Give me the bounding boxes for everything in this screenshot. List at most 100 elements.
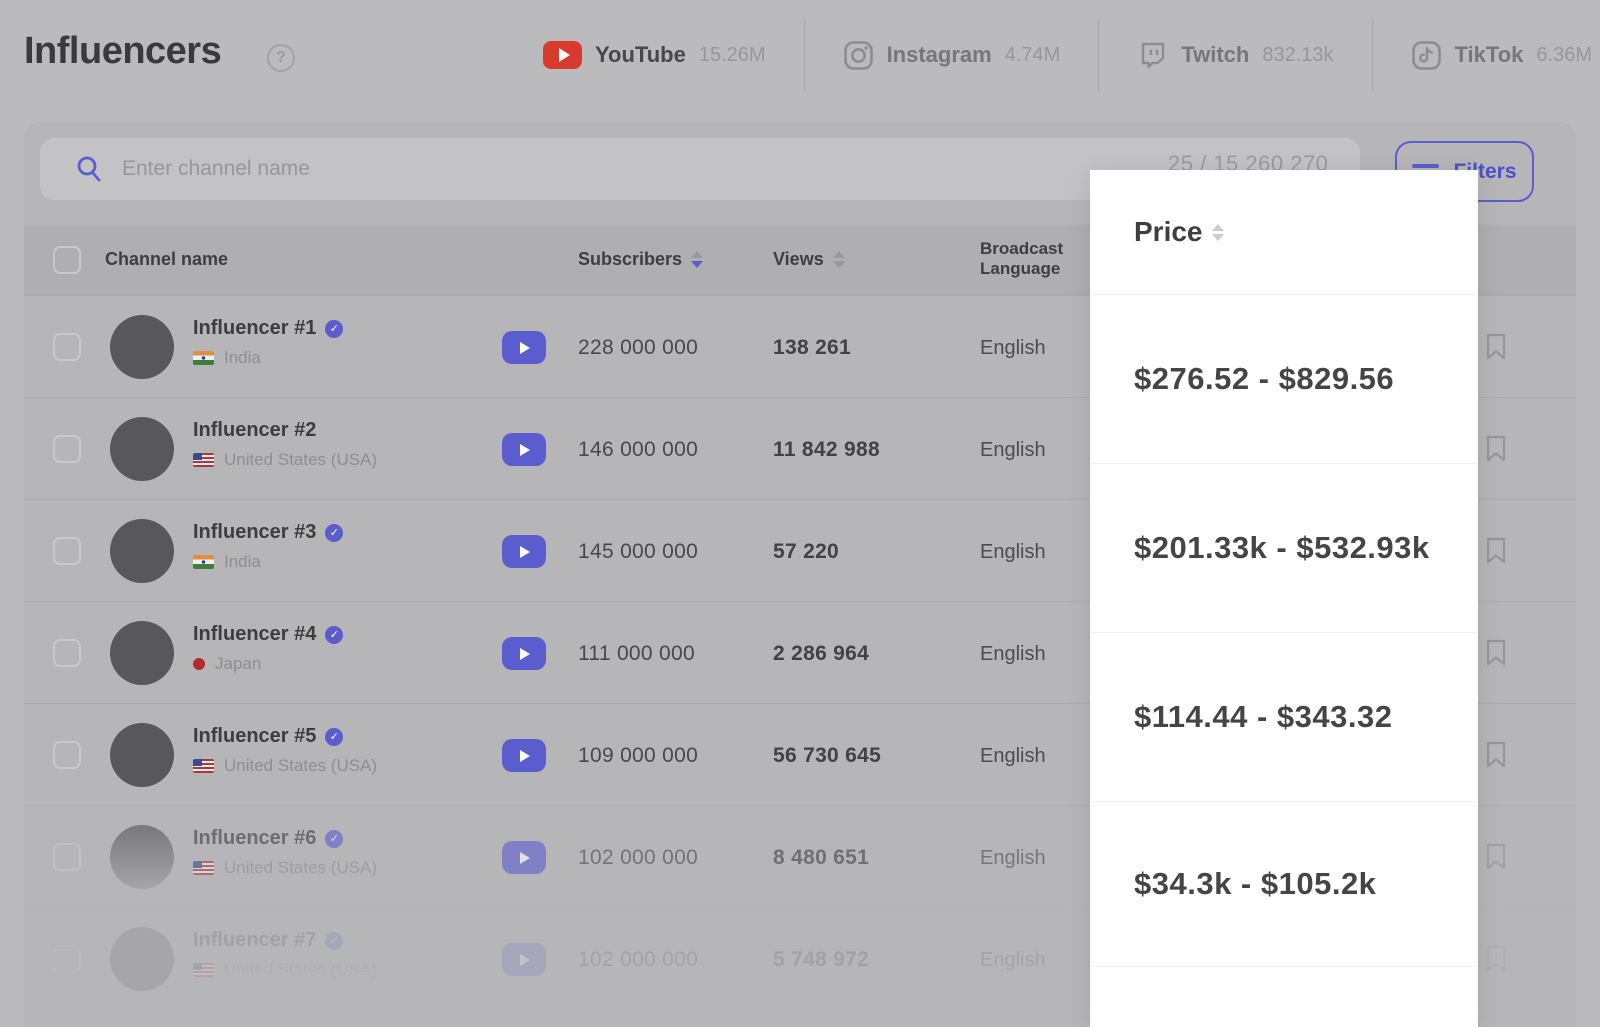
country-flag-icon bbox=[193, 453, 214, 467]
language-value: English bbox=[980, 643, 1046, 665]
language-value: English bbox=[980, 337, 1046, 359]
country-label: United States (USA) bbox=[224, 858, 378, 877]
tab-count: 15.26M bbox=[698, 43, 766, 66]
row-checkbox[interactable] bbox=[53, 435, 81, 463]
channel-name-block: Influencer #3 ✓ India bbox=[193, 521, 344, 572]
bookmark-icon[interactable] bbox=[1484, 944, 1508, 974]
bookmark-icon[interactable] bbox=[1484, 434, 1508, 464]
tiktok-icon bbox=[1411, 40, 1441, 70]
country-flag-icon bbox=[193, 963, 214, 977]
tab-count: 6.36M bbox=[1536, 43, 1592, 66]
bookmark-icon[interactable] bbox=[1484, 842, 1508, 872]
youtube-play-button[interactable] bbox=[502, 433, 546, 466]
table-row[interactable]: Influencer #6 ✓ United States (USA) 102 … bbox=[24, 805, 1576, 907]
channel-name: Influencer #3 bbox=[193, 521, 317, 543]
verified-badge-icon: ✓ bbox=[325, 829, 344, 848]
verified-badge-icon: ✓ bbox=[325, 319, 344, 338]
bookmark-icon[interactable] bbox=[1484, 536, 1508, 566]
table-row[interactable]: Influencer #4 ✓ Japan 111 000 000 2 286 … bbox=[24, 601, 1576, 703]
country-flag-icon bbox=[193, 861, 214, 875]
country-label: India bbox=[224, 552, 261, 571]
avatar bbox=[110, 621, 174, 685]
views-value: 138 261 bbox=[773, 336, 852, 359]
youtube-icon bbox=[543, 41, 582, 69]
tab-label: Instagram bbox=[886, 42, 992, 67]
help-icon[interactable]: ? bbox=[267, 44, 295, 72]
avatar bbox=[110, 519, 174, 583]
tab-label: TikTok bbox=[1454, 42, 1524, 67]
views-value: 57 220 bbox=[773, 540, 840, 563]
table-row[interactable]: Influencer #7 ✓ United States (USA) 102 … bbox=[24, 907, 1576, 1009]
country-flag-icon bbox=[193, 759, 214, 773]
views-value: 56 730 645 bbox=[773, 744, 882, 767]
channel-name: Influencer #5 bbox=[193, 725, 317, 747]
channel-name: Influencer #6 bbox=[193, 827, 317, 849]
search-icon bbox=[77, 156, 101, 182]
channel-name-block: Influencer #7 ✓ United States (USA) bbox=[193, 929, 377, 980]
instagram-icon bbox=[843, 40, 873, 70]
row-checkbox[interactable] bbox=[53, 945, 81, 973]
country-label: United States (USA) bbox=[224, 960, 378, 979]
tab-youtube[interactable]: YouTube 15.26M bbox=[505, 18, 804, 92]
language-value: English bbox=[980, 745, 1046, 767]
avatar bbox=[110, 315, 174, 379]
verified-badge-icon: ✓ bbox=[325, 523, 344, 542]
youtube-play-button[interactable] bbox=[502, 739, 546, 772]
column-broadcast-language: Broadcast Language bbox=[980, 239, 1064, 278]
youtube-play-button[interactable] bbox=[502, 637, 546, 670]
twitch-icon bbox=[1142, 42, 1165, 68]
price-header: Price bbox=[1090, 170, 1478, 295]
price-value: $34.3k - $105.2k bbox=[1090, 802, 1478, 967]
row-checkbox[interactable] bbox=[53, 639, 81, 667]
verified-badge-icon: ✓ bbox=[325, 727, 344, 746]
row-checkbox[interactable] bbox=[53, 537, 81, 565]
channel-name: Influencer #2 bbox=[193, 419, 317, 441]
avatar bbox=[110, 417, 174, 481]
channel-name: Influencer #7 bbox=[193, 929, 317, 951]
column-subscribers: Subscribers bbox=[578, 249, 704, 270]
bookmark-icon[interactable] bbox=[1484, 740, 1508, 770]
table-row[interactable]: Influencer #2 ✓ United States (USA) 146 … bbox=[24, 397, 1576, 499]
sort-subscribers-icon[interactable] bbox=[691, 251, 704, 268]
tab-count: 832.13k bbox=[1262, 43, 1334, 66]
table-row[interactable]: Influencer #3 ✓ India 145 000 000 57 220… bbox=[24, 499, 1576, 601]
country-flag-icon bbox=[193, 658, 205, 670]
avatar bbox=[110, 825, 174, 889]
row-checkbox[interactable] bbox=[53, 843, 81, 871]
views-value: 2 286 964 bbox=[773, 642, 870, 665]
views-value: 5 748 972 bbox=[773, 948, 870, 971]
row-checkbox[interactable] bbox=[53, 333, 81, 361]
language-value: English bbox=[980, 949, 1046, 971]
country-label: Japan bbox=[215, 654, 262, 673]
price-header-label: Price bbox=[1134, 216, 1203, 247]
tab-tiktok[interactable]: TikTok 6.36M bbox=[1371, 18, 1600, 92]
subscribers-value: 146 000 000 bbox=[578, 438, 699, 461]
bookmark-icon[interactable] bbox=[1484, 638, 1508, 668]
subscribers-value: 109 000 000 bbox=[578, 744, 699, 767]
table-row[interactable]: Influencer #5 ✓ United States (USA) 109 … bbox=[24, 703, 1576, 805]
language-value: English bbox=[980, 439, 1046, 461]
youtube-play-button[interactable] bbox=[502, 535, 546, 568]
language-value: English bbox=[980, 541, 1046, 563]
views-value: 8 480 651 bbox=[773, 846, 870, 869]
column-channel-name: Channel name bbox=[105, 249, 229, 269]
subscribers-value: 111 000 000 bbox=[578, 642, 695, 665]
subscribers-value: 102 000 000 bbox=[578, 846, 699, 869]
select-all-checkbox[interactable] bbox=[53, 246, 81, 274]
table-row[interactable]: Influencer #1 ✓ India 228 000 000 138 26… bbox=[24, 295, 1576, 397]
bookmark-icon[interactable] bbox=[1484, 332, 1508, 362]
youtube-play-button[interactable] bbox=[502, 943, 546, 976]
row-checkbox[interactable] bbox=[53, 741, 81, 769]
price-value: $201.33k - $532.93k bbox=[1090, 464, 1478, 633]
sort-views-icon[interactable] bbox=[832, 251, 845, 268]
channel-name-block: Influencer #4 ✓ Japan bbox=[193, 623, 344, 674]
sort-price-icon[interactable] bbox=[1211, 223, 1224, 241]
channel-name-block: Influencer #2 ✓ United States (USA) bbox=[193, 419, 377, 470]
page-title: Influencers bbox=[24, 30, 222, 72]
avatar bbox=[110, 723, 174, 787]
tab-instagram[interactable]: Instagram 4.74M bbox=[803, 18, 1099, 92]
country-flag-icon bbox=[193, 555, 214, 569]
youtube-play-button[interactable] bbox=[502, 331, 546, 364]
tab-twitch[interactable]: Twitch 832.13k bbox=[1098, 18, 1371, 92]
youtube-play-button[interactable] bbox=[502, 841, 546, 874]
